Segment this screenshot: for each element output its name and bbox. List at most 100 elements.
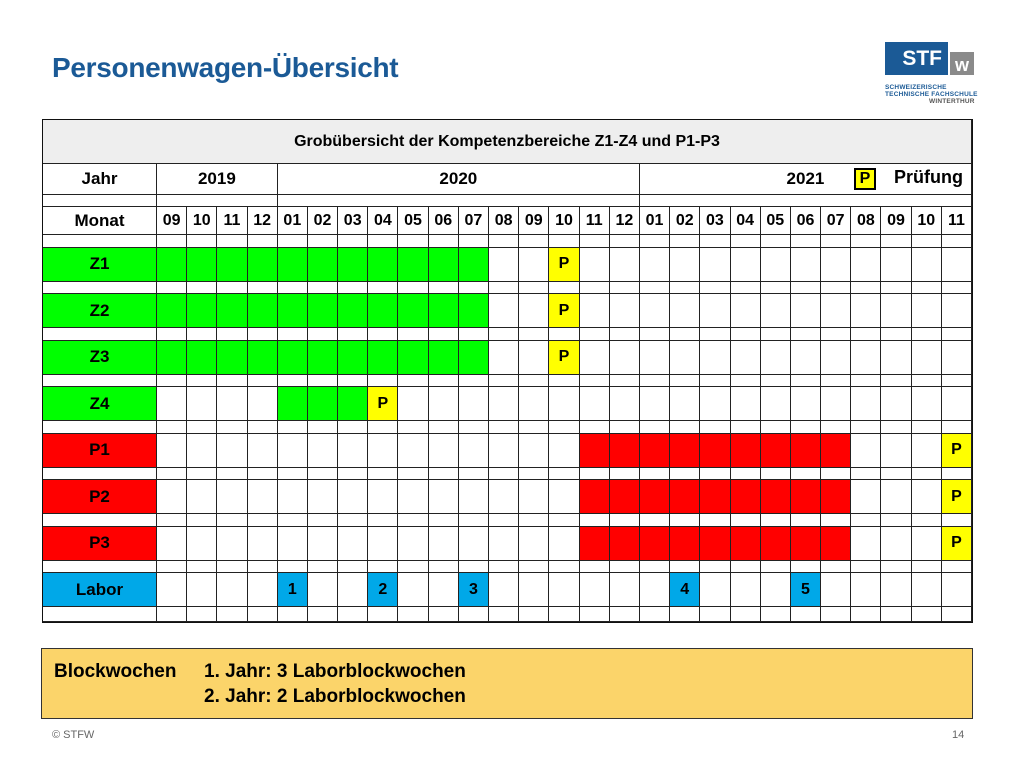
spacer-cell bbox=[157, 607, 188, 622]
timeline-cell-active bbox=[307, 340, 339, 375]
month-cell: 06 bbox=[428, 207, 459, 235]
spacer-cell bbox=[307, 421, 339, 434]
spacer-cell bbox=[277, 607, 308, 622]
spacer-cell bbox=[458, 421, 490, 434]
timeline-cell bbox=[670, 294, 701, 328]
month-label: Monat bbox=[43, 207, 157, 235]
spacer-cell bbox=[338, 421, 369, 434]
timeline-cell-active bbox=[760, 480, 791, 514]
spacer-cell bbox=[519, 235, 550, 248]
spacer-cell bbox=[307, 374, 339, 387]
spacer-cell bbox=[941, 374, 972, 387]
spacer-cell bbox=[428, 328, 459, 341]
timeline-cell bbox=[911, 433, 942, 468]
timeline-cell bbox=[881, 526, 912, 561]
timeline-cell-active bbox=[428, 340, 459, 375]
spacer-cell bbox=[730, 328, 761, 341]
timeline-cell bbox=[579, 294, 610, 328]
spacer-cell bbox=[579, 560, 610, 573]
stfw-logo: STF w SCHWEIZERISCHE TECHNISCHE FACHSCHU… bbox=[885, 42, 985, 112]
spacer-cell bbox=[941, 514, 972, 527]
exam-cell: P bbox=[941, 433, 972, 468]
spacer-cell bbox=[187, 281, 218, 294]
timeline-cell-active bbox=[700, 526, 731, 561]
timeline-cell bbox=[368, 433, 399, 468]
timeline-cell bbox=[519, 387, 550, 421]
spacer-cell bbox=[307, 467, 339, 480]
spacer-cell bbox=[941, 421, 972, 434]
spacer-cell bbox=[157, 514, 188, 527]
spacer-cell bbox=[519, 374, 550, 387]
row-label-z2: Z2 bbox=[43, 294, 157, 328]
spacer-cell bbox=[277, 467, 308, 480]
legend-exam-marker: P bbox=[854, 168, 876, 190]
spacer-cell bbox=[277, 328, 308, 341]
lab-week-cell: 1 bbox=[277, 573, 308, 607]
timeline-cell bbox=[760, 387, 791, 421]
timeline-cell bbox=[700, 247, 731, 282]
spacer-cell bbox=[941, 235, 972, 248]
spacer-cell bbox=[609, 374, 640, 387]
spacer-cell bbox=[519, 467, 550, 480]
spacer-cell bbox=[247, 281, 278, 294]
timeline-cell bbox=[730, 573, 761, 607]
spacer-cell bbox=[43, 421, 157, 434]
timeline-cell bbox=[790, 340, 822, 375]
blockwochen-line-2: 2. Jahr: 2 Laborblockwochen bbox=[204, 686, 466, 707]
spacer-cell bbox=[821, 421, 852, 434]
spacer-cell bbox=[911, 281, 942, 294]
spacer-cell bbox=[428, 560, 459, 573]
spacer-cell bbox=[157, 195, 278, 207]
exam-cell: P bbox=[549, 247, 580, 282]
spacer-cell bbox=[790, 374, 822, 387]
blockwochen-box: Blockwochen 1. Jahr: 3 Laborblockwochen … bbox=[41, 648, 973, 719]
timeline-cell bbox=[851, 526, 882, 561]
month-cell: 10 bbox=[549, 207, 580, 235]
timeline-cell-active bbox=[700, 433, 731, 468]
timeline-cell bbox=[549, 573, 580, 607]
timeline-cell-active bbox=[338, 387, 369, 421]
spacer-cell bbox=[881, 560, 912, 573]
spacer-cell bbox=[157, 374, 188, 387]
spacer-cell bbox=[368, 328, 399, 341]
spacer-cell bbox=[398, 374, 429, 387]
exam-cell: P bbox=[941, 480, 972, 514]
row-label-z1: Z1 bbox=[43, 247, 157, 282]
spacer-cell bbox=[609, 514, 640, 527]
timeline-cell bbox=[519, 340, 550, 375]
timeline-cell bbox=[790, 247, 822, 282]
spacer-cell bbox=[307, 607, 339, 622]
spacer-cell bbox=[851, 235, 882, 248]
spacer-cell bbox=[458, 235, 490, 248]
month-cell: 04 bbox=[368, 207, 399, 235]
footer-copyright: © STFW bbox=[52, 729, 95, 741]
spacer-cell bbox=[519, 328, 550, 341]
spacer-cell bbox=[700, 514, 731, 527]
timeline-cell bbox=[247, 526, 278, 561]
timeline-cell bbox=[338, 526, 369, 561]
spacer-cell bbox=[579, 328, 610, 341]
timeline-cell-active bbox=[821, 526, 852, 561]
spacer-cell bbox=[519, 607, 550, 622]
timeline-cell-active bbox=[639, 480, 671, 514]
row-label-p3: P3 bbox=[43, 526, 157, 561]
timeline-cell bbox=[338, 573, 369, 607]
spacer-cell bbox=[730, 560, 761, 573]
spacer-cell bbox=[217, 328, 248, 341]
exam-cell: P bbox=[549, 294, 580, 328]
spacer-cell bbox=[579, 421, 610, 434]
timeline-cell-active bbox=[307, 387, 339, 421]
month-cell: 02 bbox=[307, 207, 339, 235]
timeline-cell bbox=[639, 387, 671, 421]
month-cell: 11 bbox=[941, 207, 972, 235]
spacer-cell bbox=[458, 467, 490, 480]
timeline-cell bbox=[247, 573, 278, 607]
timeline-cell bbox=[609, 294, 640, 328]
timeline-cell bbox=[187, 573, 218, 607]
timeline-cell-active bbox=[277, 247, 308, 282]
timeline-cell bbox=[730, 247, 761, 282]
timeline-cell bbox=[670, 387, 701, 421]
spacer-cell bbox=[458, 374, 490, 387]
spacer-cell bbox=[670, 467, 701, 480]
timeline-cell bbox=[247, 433, 278, 468]
